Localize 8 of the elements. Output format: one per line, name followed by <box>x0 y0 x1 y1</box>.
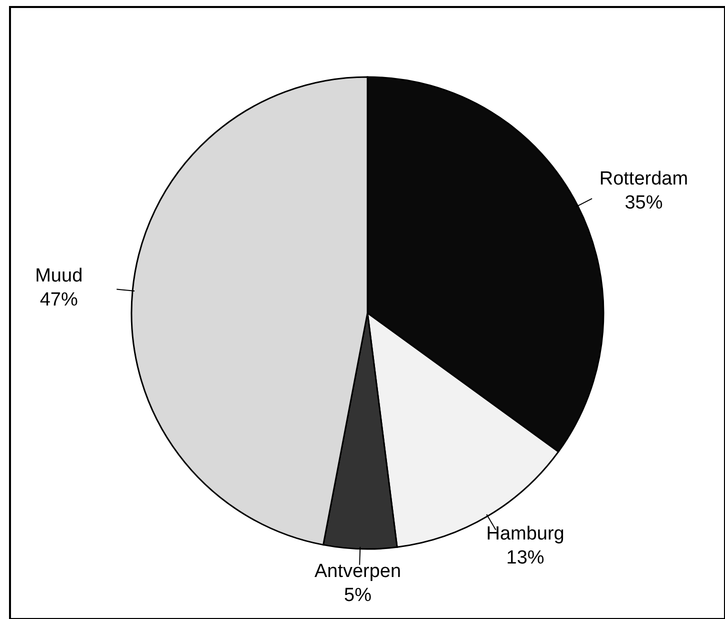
data-label: 5% <box>344 584 372 606</box>
data-label: 35% <box>624 192 663 214</box>
data-label: 13% <box>506 547 544 568</box>
data-label: 47% <box>40 290 78 311</box>
slice-label: Rotterdam <box>599 168 688 190</box>
slice-label: Hamburg <box>486 523 564 544</box>
slice-label: Antverpen <box>314 560 402 582</box>
slice-label: Muud <box>35 266 83 287</box>
